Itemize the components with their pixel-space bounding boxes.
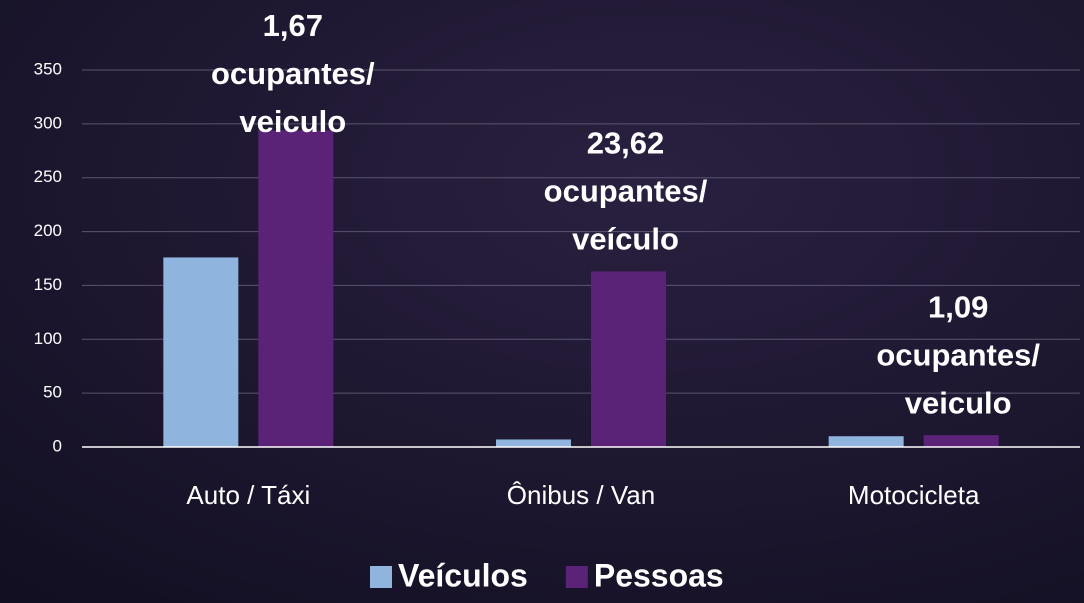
x-tick-label: Motocicleta [848,480,980,510]
y-tick-label: 50 [43,383,62,402]
annotation: ocupantes/ [876,337,1040,372]
y-tick-label: 200 [34,221,62,240]
y-tick-label: 100 [34,329,62,348]
annotation: veículo [572,222,679,257]
bar [591,271,666,447]
annotation: 23,62 [587,126,665,161]
background [0,0,1084,603]
annotation: ocupantes/ [211,56,375,91]
legend-swatch [566,566,588,588]
x-tick-label: Ônibus / Van [507,480,655,510]
y-tick-label: 250 [34,167,62,186]
legend-label: Pessoas [594,557,724,593]
annotation: 1,09 [928,289,988,324]
legend-label: Veículos [398,557,528,593]
x-tick-label: Auto / Táxi [186,480,310,510]
bar [258,130,333,447]
annotation: veiculo [239,104,346,139]
bar [924,435,999,447]
bar [163,257,238,447]
y-tick-label: 350 [34,59,62,78]
y-tick-label: 0 [53,436,62,455]
annotation: ocupantes/ [544,174,708,209]
legend-swatch [370,566,392,588]
chart: 0 50 100 150 200 250 300 350 Auto / Táxi 1,67 ocup… [0,0,1084,603]
bar [829,436,904,447]
y-tick-label: 300 [34,113,62,132]
annotation: veiculo [905,385,1012,420]
y-tick-label: 150 [34,275,62,294]
annotation: 1,67 [263,8,323,43]
bar [496,439,571,447]
